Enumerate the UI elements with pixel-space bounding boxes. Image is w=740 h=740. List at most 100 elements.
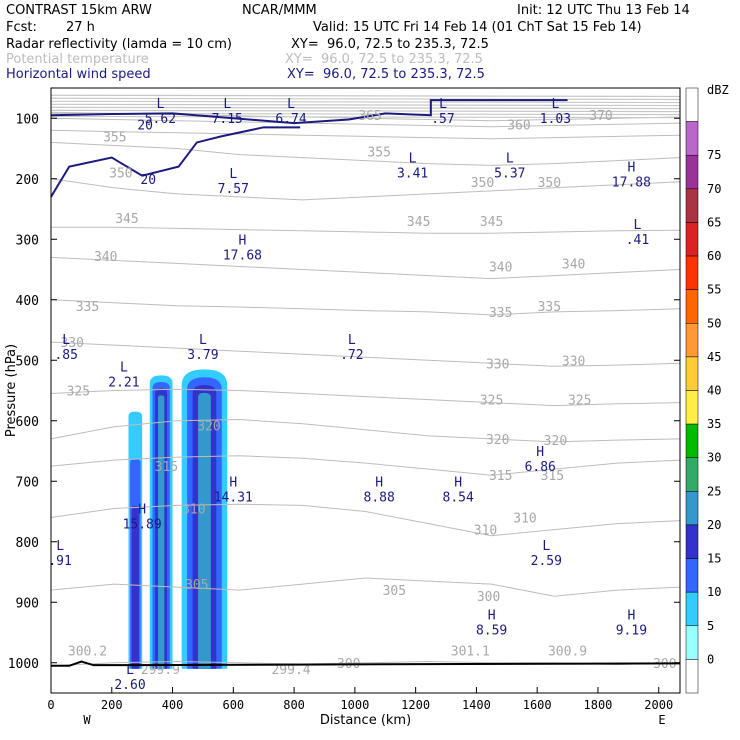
theta-contour-310 [50,503,681,537]
theta-label: 350 [471,176,494,191]
wind-extremum-value: 9.19 [616,623,647,638]
wind-extremum-value: 2.59 [531,554,562,569]
wind-extremum-value: 15.89 [123,518,162,533]
wind-extremum-low-marker: L [348,333,356,348]
reflectivity-cell-1-20dbz [157,395,165,669]
x-tick-label: 1400 [462,698,491,712]
field-theta-xy: XY= 96.0, 72.5 to 235.3, 72.5 [285,52,483,67]
wind-extremum-high-marker: H [229,475,237,490]
colorbar-level-label: 75 [707,148,721,162]
theta-label: 299.9 [141,663,180,678]
colorbar-bin [685,423,699,458]
wind-extremum-value: 7.15 [212,112,243,127]
colorbar: dBZ 0 5 10 15 20 25 30 35 40 45 50 55 60 65 70 75 [685,83,729,694]
model-title: CONTRAST 15km ARW [6,3,152,18]
fcst-value: 27 h [66,20,95,35]
colorbar-level-label: 60 [707,249,721,263]
theta-label: 360 [507,118,530,133]
theta-label: 310 [474,524,497,539]
wind-extremum-high-marker: H [627,608,635,623]
colorbar-level-label: 30 [707,451,721,465]
wind-extremum-value: 1.03 [540,112,571,127]
init-time: Init: 12 UTC Thu 13 Feb 14 [517,3,690,18]
wind-extremum-value: 8.54 [443,490,474,505]
colorbar-level-label: 50 [707,316,721,330]
y-tick-label: 300 [16,233,39,248]
fcst-label: Fcst: [6,20,37,35]
colorbar-level-label: 55 [707,283,721,297]
colorbar-level-label: 35 [707,417,721,431]
field-wind-xy: XY= 96.0, 72.5 to 235.3, 72.5 [287,67,485,82]
wind-extremum-value: .72 [340,348,363,363]
theta-label: 335 [76,300,99,315]
wind-extremum-low-marker: L [156,97,164,112]
wind-extremum-value: 2.21 [108,375,139,390]
theta-contour-upper [50,103,681,107]
theta-label: 340 [562,257,585,272]
theta-contour-upper [50,94,681,98]
theta-label: 315 [489,469,512,484]
x-end-label: E [658,713,665,727]
theta-contour-325 [50,388,681,407]
theta-label: 340 [94,250,117,265]
colorbar-bin [685,222,699,257]
wind-extremum-low-marker: L [439,97,447,112]
theta-label: 300.2 [68,645,107,660]
colorbar-level-label: 70 [707,182,721,196]
theta-label: 320 [544,434,567,449]
y-tick-label: 500 [16,354,39,369]
colorbar-bin [685,558,699,593]
colorbar-bin [685,457,699,492]
theta-contour-305 [50,577,681,597]
wind-extremum-value: 14.31 [214,490,253,505]
colorbar-bin [685,323,699,358]
theta-label: 325 [480,394,503,409]
y-tick-label: 100 [16,112,39,127]
theta-label: 299.4 [271,663,310,678]
wind-extremum-value: 3.41 [397,167,428,182]
theta-contour-315 [50,455,681,476]
theta-label: 365 [358,109,381,124]
theta-contour-340 [50,256,681,280]
colorbar-level-label: 5 [707,619,714,633]
colorbar-level-label: 15 [707,552,721,566]
theta-label: 325 [67,385,90,400]
colorbar-bin [685,356,699,391]
theta-label: 320 [197,420,220,435]
wind-extremum-high-marker: H [488,608,496,623]
wind-extremum-value: 8.59 [476,623,507,638]
reflectivity-cell-2-20dbz [198,392,211,669]
wind-extremum-low-marker: L [506,152,514,167]
theta-label: 315 [541,469,564,484]
theta-contour-365 [50,117,681,128]
theta-label: 330 [486,357,509,372]
colorbar-level-label: 45 [707,350,721,364]
wind-contour-label: 20 [140,173,156,188]
wind-extremum-low-marker: L [634,218,642,233]
x-tick-label: 1800 [584,698,613,712]
x-tick-label: 600 [222,698,244,712]
colorbar-bin [685,188,699,223]
theta-label: 355 [367,146,390,161]
wind-extremum-high-marker: H [239,233,247,248]
plot-area: 20 20 355 350 345 340 335 330 325 320 315 310 305 300… [4,87,681,728]
x-tick-label: 1600 [523,698,552,712]
wind-extremum-value: 6.86 [525,460,556,475]
theta-label: 330 [562,354,585,369]
theta-label: 310 [182,502,205,517]
terrain-line [51,660,681,667]
theta-label: 301.1 [451,645,490,660]
colorbar-level-label: 65 [707,215,721,229]
x-tick-label: 1200 [401,698,430,712]
y-tick-label: 800 [16,536,39,551]
field-reflectivity-name: Radar reflectivity (lamda = 10 cm) [6,37,232,52]
y-axis-title: Pressure (hPa) [4,344,19,437]
x-tick-label: 400 [162,698,184,712]
x-tick-label: 1000 [340,698,369,712]
theta-label: 350 [109,167,132,182]
wind-extremum-value: 17.68 [223,248,262,263]
theta-label: 370 [589,109,612,124]
wind-extremum-value: 6.74 [275,112,306,127]
theta-label: 345 [407,215,430,230]
